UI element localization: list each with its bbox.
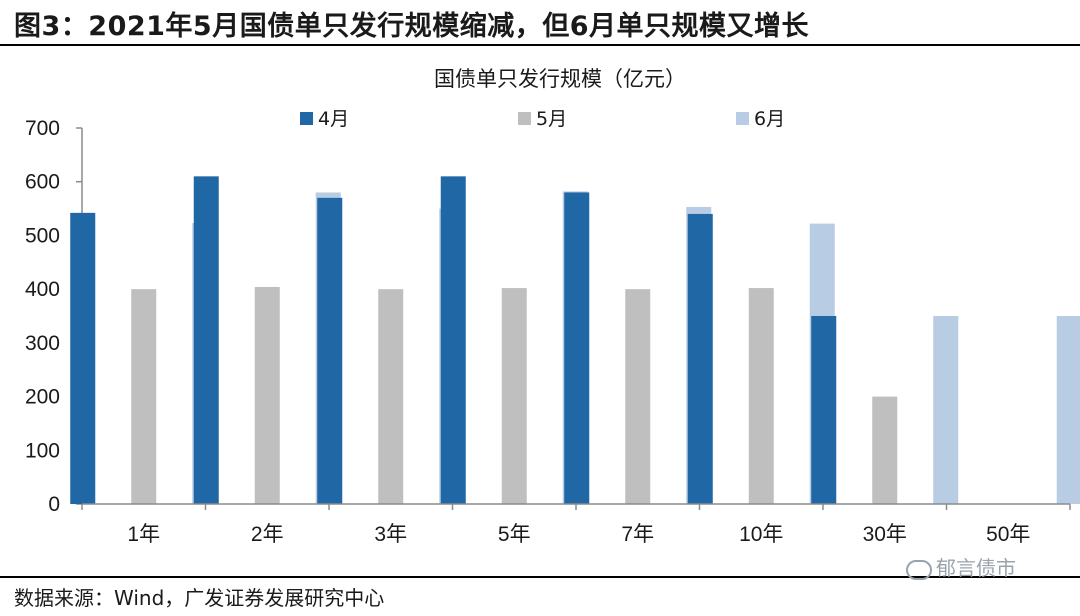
bar-4月-1年 <box>70 212 96 504</box>
y-tick-label: 700 <box>25 117 60 140</box>
source-rule <box>0 576 1080 578</box>
legend: 4月 5月 6月 <box>300 108 785 130</box>
bar-5月-3年 <box>378 289 404 504</box>
x-tick-label: 1年 <box>127 523 160 546</box>
x-tick-label: 7年 <box>621 523 654 546</box>
title-rule <box>0 44 1080 46</box>
bar-4月-10年 <box>687 213 713 504</box>
x-axis: 1年 2年 3年 5年 7年 10年 30年 50年 <box>81 503 1071 546</box>
legend-swatch-1 <box>518 112 531 125</box>
y-tick-label: 200 <box>25 386 60 409</box>
x-tick-label: 30年 <box>863 523 907 546</box>
x-tick-label: 10年 <box>739 523 783 546</box>
y-tick-label: 100 <box>25 439 60 462</box>
bar-4月-30年 <box>811 316 837 504</box>
y-tick-label: 400 <box>25 278 60 301</box>
x-tick-label: 3年 <box>374 523 407 546</box>
watermark-text: 郁言债市 <box>936 556 1016 580</box>
legend-label-0: 4月 <box>318 108 349 130</box>
legend-swatch-0 <box>300 112 313 125</box>
source-note: 数据来源：Wind，广发证券发展研究中心 <box>14 586 385 610</box>
bar-5月-30年 <box>872 396 898 504</box>
y-axis: 0 100 200 300 400 500 600 700 <box>25 117 83 516</box>
bar-4月-5年 <box>440 176 466 505</box>
y-tick-label: 300 <box>25 332 60 355</box>
x-tick-label: 50年 <box>986 523 1030 546</box>
y-tick-label: 600 <box>25 171 60 194</box>
bar-5月-5年 <box>501 288 527 504</box>
legend-label-1: 5月 <box>536 108 567 130</box>
figure-title: 图3：2021年5月国债单只发行规模缩减，但6月单只规模又增长 <box>14 11 810 42</box>
bar-6月-50年 <box>1056 316 1080 504</box>
y-tick-label: 500 <box>25 224 60 247</box>
wechat-icon <box>906 559 932 580</box>
bar-5月-7年 <box>625 289 651 504</box>
legend-swatch-2 <box>736 112 749 125</box>
bar-6月-30年 <box>933 316 959 504</box>
bar-4月-3年 <box>317 197 343 505</box>
bar-5月-10年 <box>748 288 774 504</box>
bars <box>70 176 1080 505</box>
watermark: 郁言债市 <box>906 552 1016 581</box>
y-tick-label: 0 <box>48 493 60 516</box>
x-tick-label: 2年 <box>251 523 284 546</box>
legend-label-2: 6月 <box>754 108 785 130</box>
chart-title: 国债单只发行规模（亿元） <box>434 67 686 91</box>
bar-5月-1年 <box>131 289 157 504</box>
bar-5月-2年 <box>254 286 280 504</box>
x-tick-label: 5年 <box>498 523 531 546</box>
bar-4月-2年 <box>193 176 219 505</box>
bar-4月-7年 <box>564 192 590 504</box>
